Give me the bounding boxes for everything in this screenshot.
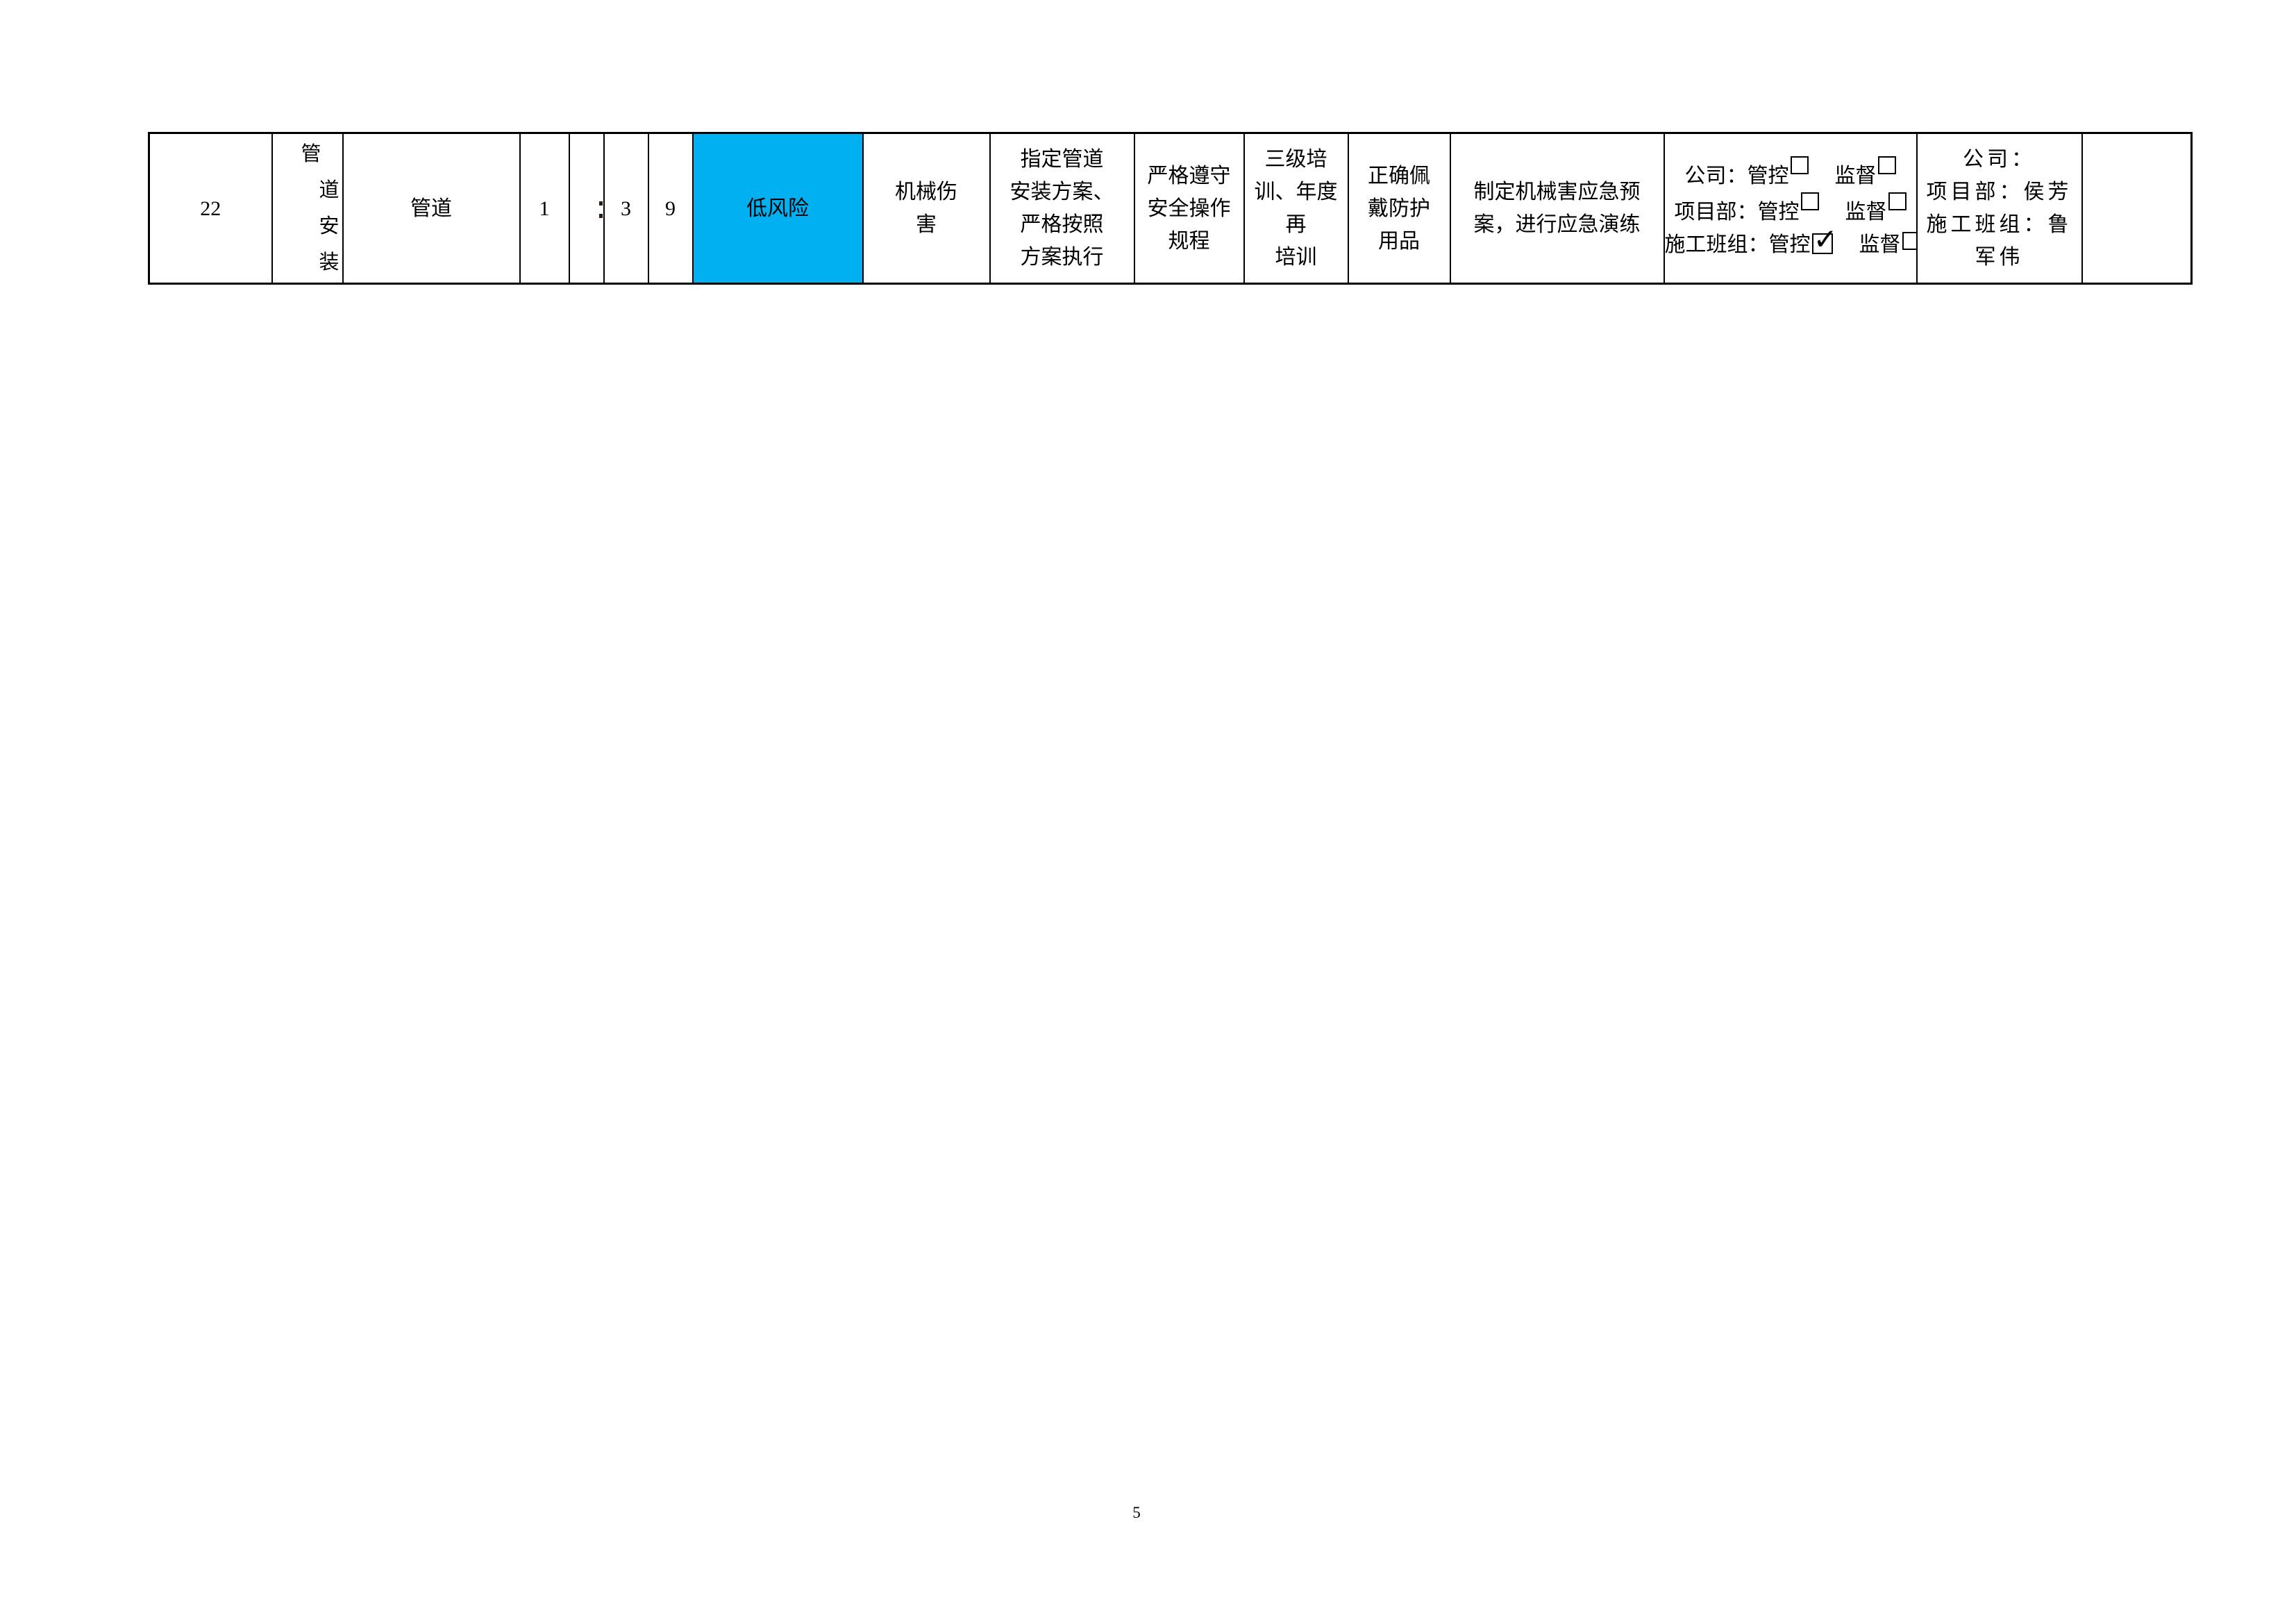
activity-char: 管 [301, 143, 321, 165]
risk-level-cell: 低风险 [692, 132, 864, 285]
activity-char: 装 [319, 251, 340, 274]
responsibility-line-crew: 施工班组：管控 ✓ 监督 [1664, 224, 1916, 261]
cell-score-c: 3 [603, 132, 649, 285]
cell-responsible-persons: 公司： 项目部：侯芳 施工班组：鲁 军伟 [1916, 132, 2083, 285]
checkbox-project-supervise[interactable] [1888, 192, 1907, 210]
risk-assessment-table: 22 管 道 安 装 管道 1 3 9 低风险 机械伤 害 指定管道 安装方案、… [148, 132, 2193, 285]
checkbox-project-manage[interactable] [1800, 192, 1819, 210]
cell-training-measure: 三级培 训、年度再 培训 [1243, 132, 1349, 285]
cell-management-measure: 严格遵守 安全操作 规程 [1133, 132, 1245, 285]
manage-label: 施工班组：管控 [1664, 233, 1811, 256]
checkbox-company-manage[interactable] [1790, 156, 1809, 174]
clipped-glyph-artifact [598, 201, 603, 206]
cell-emergency-measure: 制定机械害应急预 案，进行应急演练 [1449, 132, 1665, 285]
cell-seq-number: 22 [148, 132, 273, 285]
supervise-label: 监督 [1859, 233, 1901, 256]
checkmark-icon: ✓ [1813, 221, 1838, 256]
cell-hazard: 机械伤 害 [862, 132, 991, 285]
cell-activity: 管 道 安 装 [271, 132, 344, 285]
manage-label: 公司：管控 [1684, 164, 1789, 187]
page-number: 5 [1132, 1504, 1141, 1521]
checkbox-company-supervise[interactable] [1877, 156, 1896, 174]
activity-vertical-text: 管 道 安 装 [274, 136, 342, 281]
supervise-label: 监督 [1845, 200, 1887, 224]
checkbox-crew-supervise[interactable] [1902, 231, 1916, 250]
checkbox-crew-manage-checked[interactable]: ✓ [1811, 224, 1838, 254]
cell-item: 管道 [342, 132, 521, 285]
cell-responsibility: 公司：管控 监督 项目部：管控 监督 施工班组：管控 ✓ 监督 [1663, 132, 1918, 285]
activity-char: 道 [319, 179, 340, 201]
cell-score-e [568, 132, 605, 285]
responsibility-line-company: 公司：管控 监督 [1666, 156, 1916, 192]
activity-char: 安 [319, 215, 340, 237]
table-row: 22 管 道 安 装 管道 1 3 9 低风险 机械伤 害 指定管道 安装方案、… [148, 132, 2193, 285]
supervise-label: 监督 [1834, 164, 1877, 187]
cell-notes [2081, 132, 2193, 285]
cell-ppe-measure: 正确佩 戴防护 用品 [1347, 132, 1451, 285]
responsibility-line-project: 项目部：管控 监督 [1666, 192, 1916, 228]
manage-label: 项目部：管控 [1674, 200, 1800, 224]
cell-engineering-measure: 指定管道 安装方案、 严格按照 方案执行 [989, 132, 1135, 285]
cell-score-d: 9 [647, 132, 694, 285]
cell-score-l: 1 [519, 132, 570, 285]
